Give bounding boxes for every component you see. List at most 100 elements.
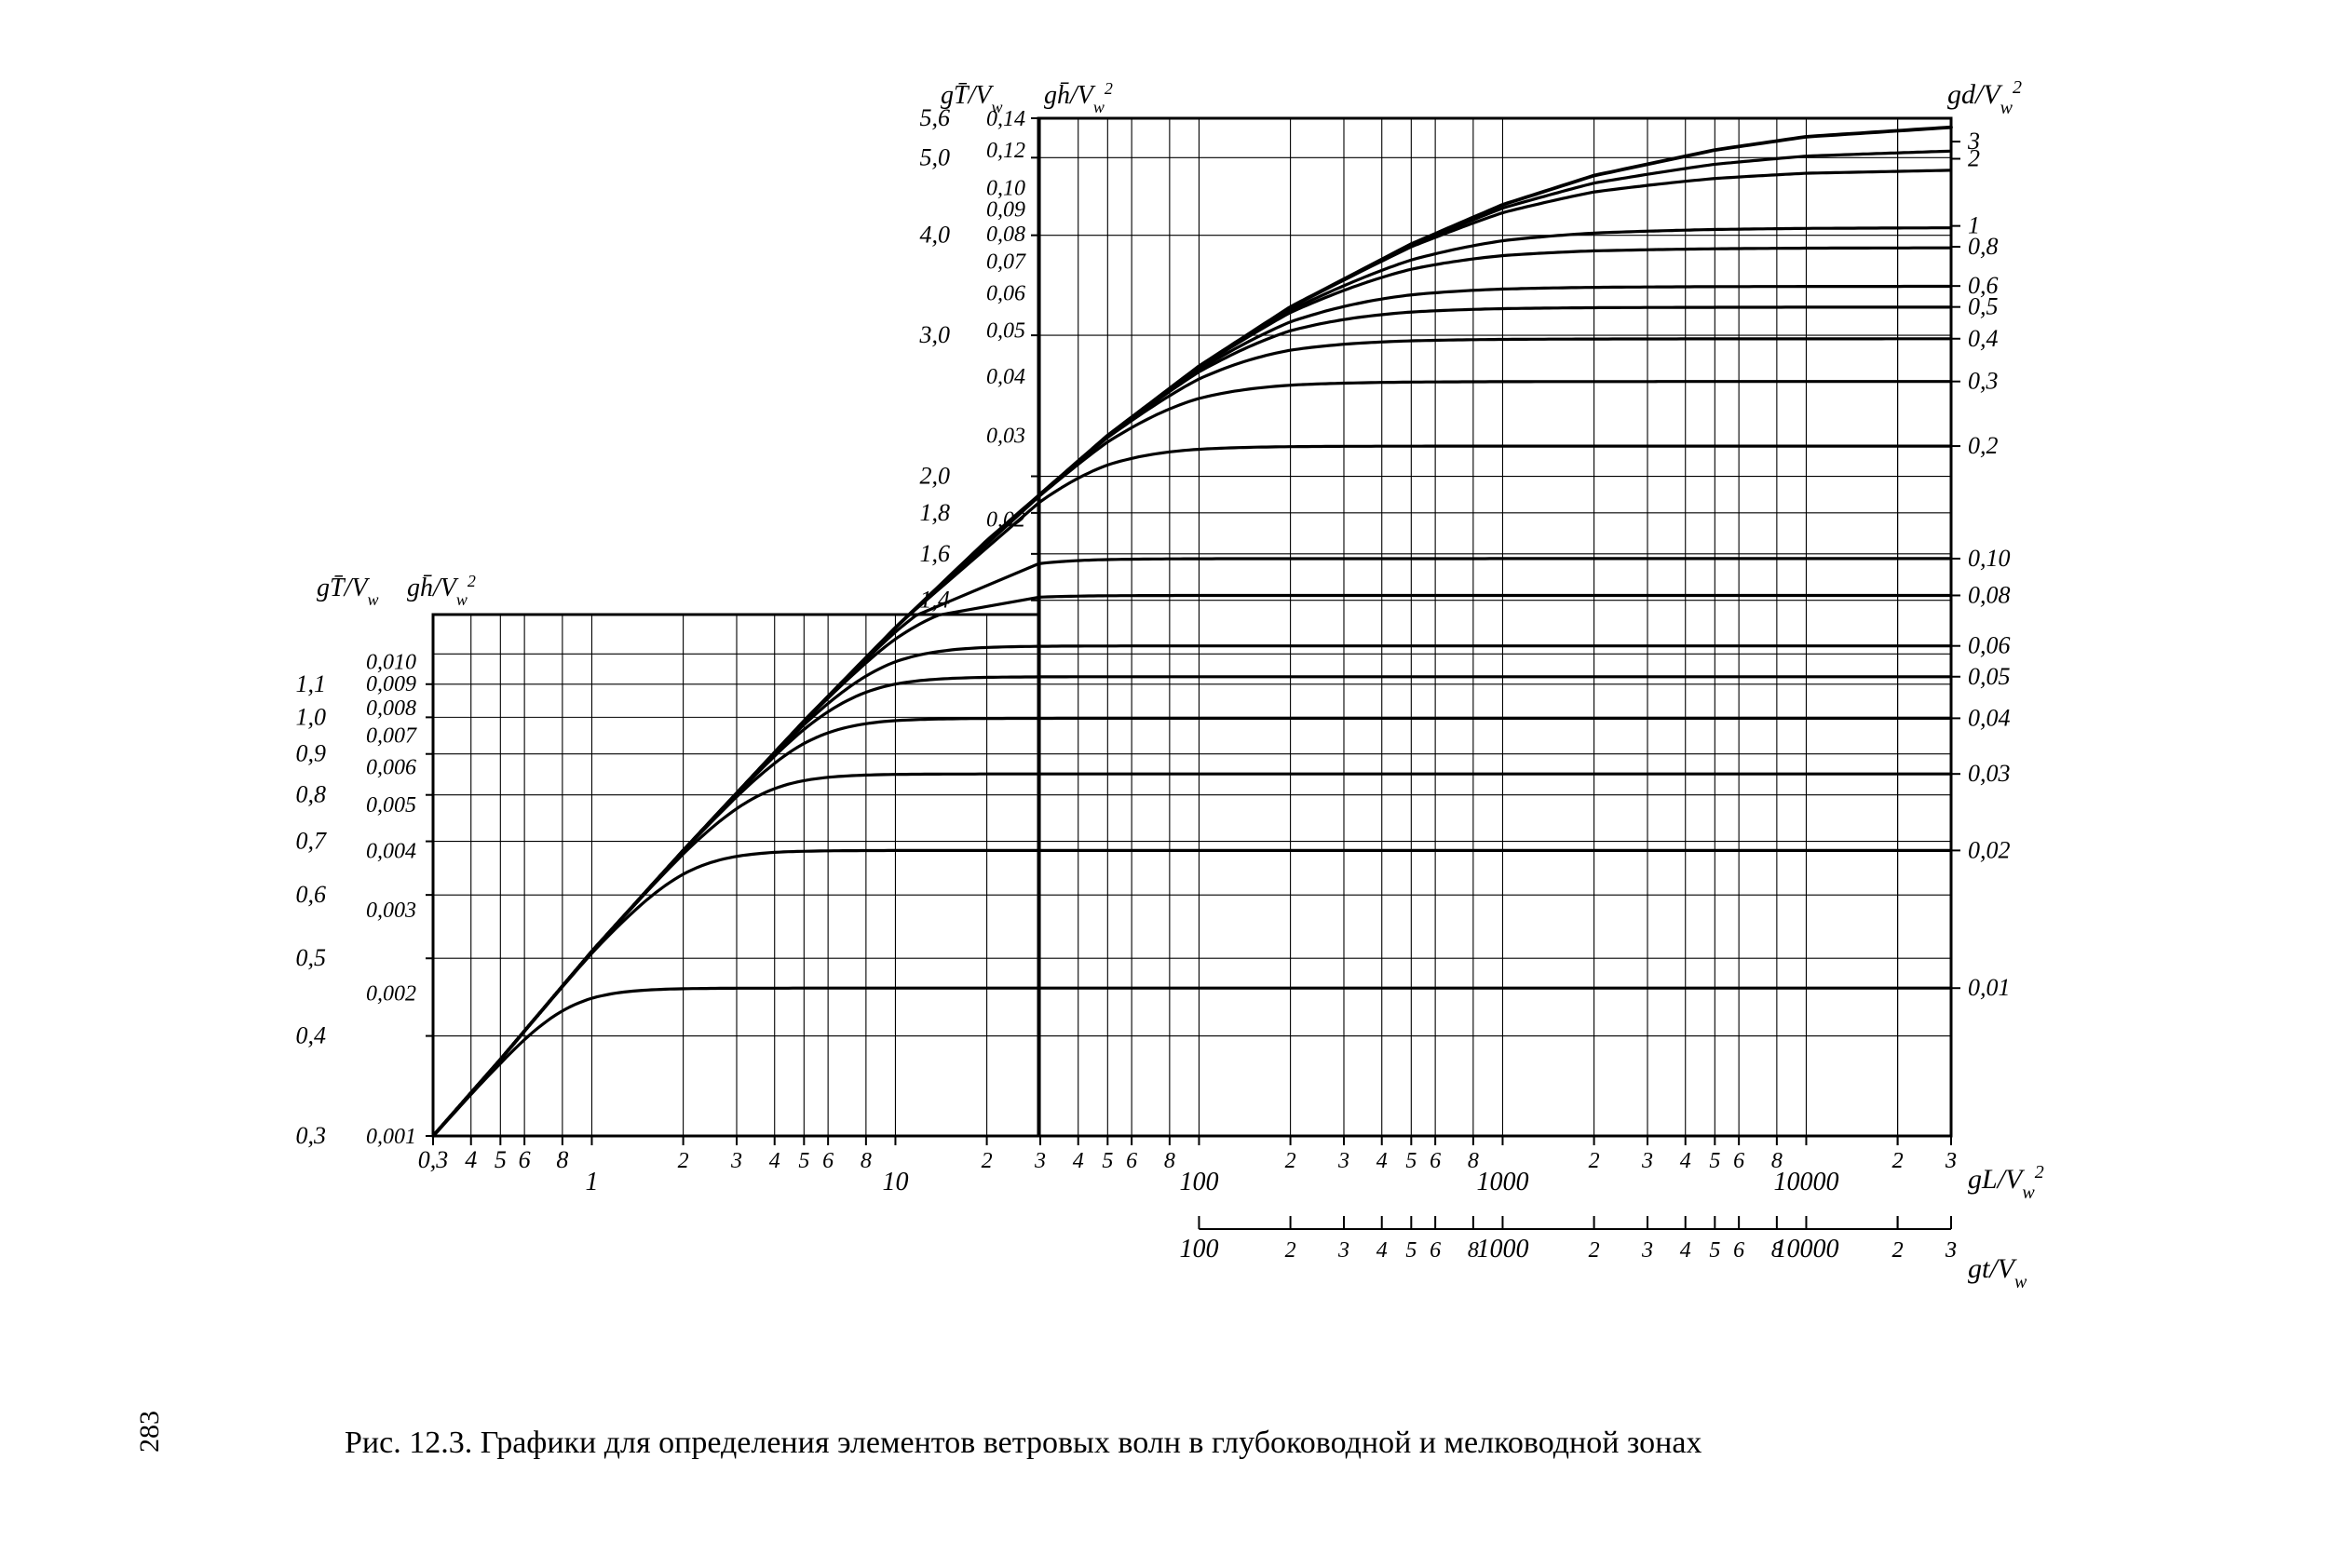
yT-tick: 3,0 [919,321,951,348]
page-number: 283 [134,1411,165,1453]
yT-tick: 0,9 [296,740,327,767]
yh-tick: 0,03 [986,425,1025,449]
x-tick: 4 [465,1146,477,1173]
curve-label: 0,06 [1968,632,2011,659]
x2-tick: 100 [1179,1235,1218,1264]
curve-label: 0,2 [1968,432,1999,459]
yT-tick: 1,4 [920,587,951,614]
curve-label: 0,04 [1968,704,2011,731]
yT-tick: 0,7 [296,828,328,855]
x-tick: 5 [495,1146,507,1173]
yh-tick: 0,007 [366,724,417,749]
yh-tick: 0,10 [986,176,1025,200]
yT-tick: 0,4 [296,1022,327,1049]
x2-tick: 2 [1285,1238,1296,1263]
curve-label: 0,5 [1968,293,1999,320]
x-tick: 4 [1680,1149,1691,1173]
x-tick: 3 [1641,1149,1653,1173]
x-decade: 100 [1179,1168,1218,1196]
yh-tick: 0,001 [366,1125,416,1149]
x-decade: 1 [585,1168,598,1196]
yh-tick: 0,003 [366,899,416,923]
x-tick: 5 [1102,1149,1113,1173]
x-tick: 6 [1126,1149,1137,1173]
yh-tick: 0,12 [986,139,1025,163]
x2-tick: 1000 [1476,1235,1528,1264]
yT-tick: 1,1 [296,670,327,697]
yh-tick: 0,008 [366,696,416,721]
yh-tick: 0,05 [986,319,1025,344]
curve-label: 0,3 [1968,368,1999,395]
x-tick: 2 [982,1149,993,1173]
x-tick: 3 [1945,1149,1957,1173]
yh-tick: 0,009 [366,672,416,696]
yh-tick: 0,010 [366,651,416,675]
yh-tick: 0,09 [986,198,1025,223]
curve-label: 0,08 [1968,581,2011,608]
yT-tick: 5,0 [920,143,951,170]
yh-tick: 0,002 [366,982,416,1007]
x-tick: 5 [798,1149,809,1173]
x2-tick: 6 [1430,1238,1441,1263]
curve-label: 0,8 [1968,233,1999,260]
x-tick: 8 [861,1149,872,1173]
yh-tick: 0,07 [986,250,1026,274]
x-decade: 10000 [1773,1168,1838,1196]
x-tick: 4 [769,1149,780,1173]
x2-tick: 2 [1589,1238,1600,1263]
x-tick: 4 [1073,1149,1084,1173]
x-tick: 3 [1337,1149,1349,1173]
curve-label: 0,01 [1968,974,2011,1001]
x2-tick: 5 [1405,1238,1417,1263]
x-tick: 2 [678,1149,689,1173]
x2-tick: 2 [1892,1238,1904,1263]
curve-label: 0,10 [1968,545,2011,572]
x2-tick: 10000 [1773,1235,1838,1264]
x2-tick: 4 [1680,1238,1691,1263]
x-tick: 6 [1430,1149,1441,1173]
yT-tick: 0,6 [296,881,327,908]
x2-tick: 6 [1733,1238,1744,1263]
yh-tick: 0,02 [986,507,1025,532]
curve-label: 0,02 [1968,836,2011,863]
curve-label: 0,03 [1968,760,2011,787]
x-tick: 0,3 [418,1146,449,1173]
yh-tick: 0,005 [366,793,416,818]
yh-tick: 0,04 [986,365,1025,389]
x-tick: 8 [556,1146,568,1173]
curve-label: 2 [1968,145,1980,172]
yT-tick: 1,0 [296,703,327,730]
x-decade: 10 [882,1168,908,1196]
x2-tick: 4 [1376,1238,1388,1263]
x-tick: 8 [1164,1149,1175,1173]
yT-tick: 1,6 [920,540,951,567]
x-tick: 5 [1405,1149,1417,1173]
x2-tick: 5 [1709,1238,1720,1263]
x-tick: 6 [1733,1149,1744,1173]
x-tick: 3 [730,1149,742,1173]
curve-label: 0,4 [1968,325,1999,352]
x-tick: 2 [1892,1149,1904,1173]
x2-tick: 3 [1641,1238,1653,1263]
figure-caption: Рис. 12.3. Графики для определения элеме… [345,1426,1702,1460]
x-tick: 6 [519,1146,531,1173]
x2-tick: 3 [1945,1238,1957,1263]
x-tick: 6 [822,1149,834,1173]
yT-tick: 1,8 [920,499,951,526]
yh-tick: 0,08 [986,223,1025,247]
x2-tick: 3 [1337,1238,1349,1263]
x-tick: 3 [1034,1149,1046,1173]
yh-tick: 0,06 [986,281,1025,305]
x-tick: 5 [1709,1149,1720,1173]
x-tick: 2 [1285,1149,1296,1173]
curve-label: 0,05 [1968,663,2011,690]
yT-tick: 0,3 [296,1122,327,1149]
x-tick: 2 [1589,1149,1600,1173]
yh-tick: 0,006 [366,756,416,780]
yT-tick: 2,0 [920,463,951,490]
x-decade: 1000 [1476,1168,1528,1196]
x-tick: 4 [1376,1149,1388,1173]
yT-tick: 0,8 [296,781,327,808]
yT-tick: 0,5 [296,944,327,971]
yh-tick: 0,004 [366,839,416,863]
